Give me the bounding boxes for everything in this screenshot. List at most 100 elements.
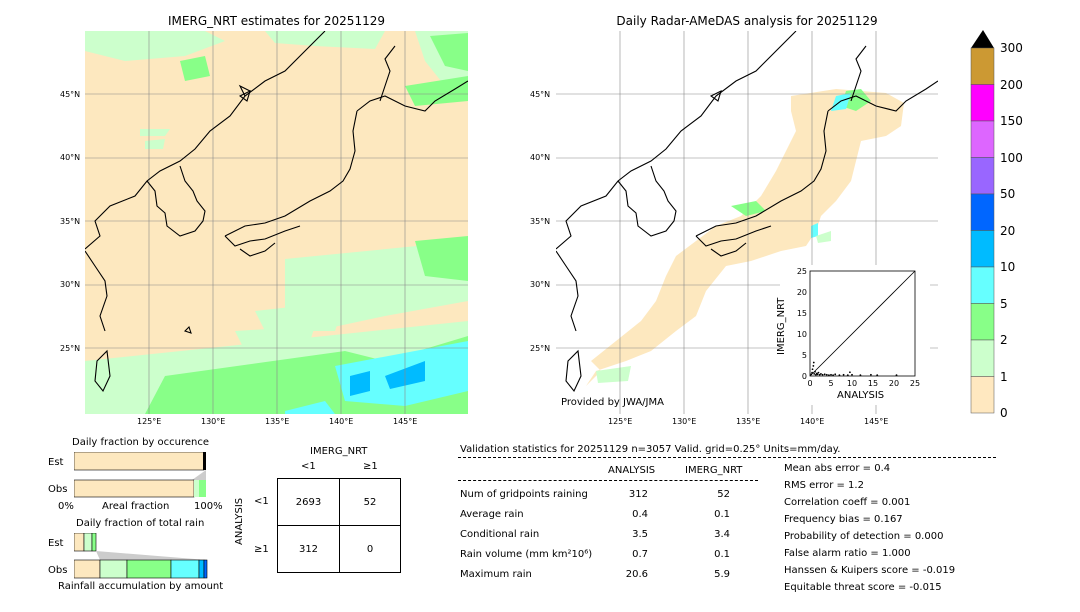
- contingency-hline: [278, 525, 400, 526]
- left-lat-label-30: 30°N: [60, 280, 81, 289]
- contingency-col-label-lt1: <1: [301, 461, 316, 472]
- colorbar-label: 50: [1000, 187, 1016, 201]
- validation-row-analysis: 312: [628, 489, 648, 500]
- validation-row-imerg: 3.4: [714, 529, 730, 540]
- colorbar-label: 150: [1000, 114, 1023, 128]
- occurrence-obs-green: [199, 480, 206, 497]
- occurrence-row-est: Est: [48, 457, 64, 468]
- score-correlation: Correlation coeff = 0.001: [784, 497, 911, 508]
- validation-table-rule: [458, 480, 758, 481]
- right-lat-label-40: 40°N: [530, 153, 551, 162]
- validation-row-label: Conditional rain: [460, 529, 540, 540]
- colorbar-label: 1: [1000, 369, 1008, 384]
- right-map-credit: Provided by JWA/JMA: [561, 397, 664, 408]
- total-rain-bars: [74, 533, 208, 579]
- total-rain-row-obs: Obs: [48, 565, 68, 576]
- left-lon-label-125: 125°E: [137, 417, 162, 426]
- occurrence-obs-light: [194, 480, 199, 497]
- scatter-x-tick-label: 10: [847, 379, 857, 388]
- scatter-point: [832, 374, 834, 377]
- colorbar-swatch: [970, 339, 995, 377]
- colorbar-swatch: [970, 193, 995, 231]
- scatter-point: [895, 374, 898, 377]
- scatter-ylabel: IMERG_NRT: [776, 297, 787, 355]
- total-rain-obs-seg2: [99, 559, 128, 579]
- colorbar: [970, 30, 995, 414]
- left-map: [85, 31, 468, 414]
- left-lat-label-45: 45°N: [60, 90, 81, 99]
- scatter-point: [870, 373, 872, 376]
- scatter-y-tick-label: 5: [802, 351, 807, 360]
- left-lon-label-130: 130°E: [201, 417, 226, 426]
- colorbar-label: 10: [1000, 260, 1016, 274]
- scatter-x-tick-label: 20: [889, 379, 899, 388]
- validation-row-label: Maximum rain: [460, 569, 532, 580]
- occurrence-axis-right: 100%: [194, 501, 223, 512]
- colorbar-swatch: [970, 266, 995, 304]
- total-rain-est-seg3: [91, 533, 97, 552]
- scatter-point: [816, 373, 819, 376]
- validation-header: Validation statistics for 20251129 n=305…: [460, 444, 841, 455]
- contingency-table: 2693 52 312 0: [277, 478, 401, 573]
- occurrence-row-obs: Obs: [48, 484, 68, 495]
- scatter-diagonal: [809, 270, 916, 377]
- scatter-x-tick-label: 5: [828, 379, 833, 388]
- contingency-row-title: ANALYSIS: [234, 497, 245, 545]
- scatter-point: [825, 373, 828, 376]
- validation-row-label: Num of gridpoints raining: [460, 489, 588, 500]
- scatter-point: [842, 373, 845, 376]
- colorbar-label: 20: [1000, 223, 1016, 238]
- colorbar-swatch: [970, 157, 995, 195]
- colorbar-swatch: [970, 376, 995, 414]
- total-rain-est-seg2: [83, 533, 93, 552]
- left-lon-label-140: 140°E: [329, 417, 354, 426]
- scatter-point: [838, 374, 841, 377]
- scatter-ticks: 00 5 5 10 10 15 15 20 20 25 25: [797, 267, 920, 388]
- total-rain-connector: [96, 551, 207, 560]
- colorbar-label: 100: [1000, 150, 1023, 165]
- total-rain-obs-seg4: [170, 559, 200, 579]
- scatter-point: [812, 361, 815, 364]
- total-rain-obs-seg1: [74, 559, 101, 579]
- score-far: False alarm ratio = 1.000: [784, 548, 911, 559]
- contingency-row-label-ge1: ≥1: [254, 544, 269, 555]
- colorbar-extend-arrow: [971, 30, 994, 48]
- scatter-points: [810, 361, 898, 377]
- right-lat-label-35: 35°N: [530, 217, 551, 226]
- occurrence-axis-left: 0%: [58, 501, 74, 512]
- scatter-point: [812, 365, 815, 367]
- contingency-cell-misses: 312: [298, 544, 319, 555]
- left-lon-label-135: 135°E: [265, 417, 290, 426]
- right-lon-label-135: 135°E: [736, 417, 761, 426]
- scatter-point: [814, 370, 816, 373]
- right-lat-label-25: 25°N: [530, 344, 551, 353]
- left-map-rain-patches: [85, 31, 468, 414]
- total-rain-obs-seg3: [126, 559, 172, 579]
- right-lat-label-45: 45°N: [530, 90, 551, 99]
- validation-row-analysis: 0.4: [632, 509, 648, 520]
- total-rain-title: Daily fraction of total rain: [76, 518, 205, 529]
- right-lon-label-140: 140°E: [800, 417, 825, 426]
- score-mean-abs-error: Mean abs error = 0.4: [784, 463, 891, 474]
- scatter-point: [820, 373, 822, 375]
- left-map-coastlines: [85, 31, 468, 393]
- right-lon-label-125: 125°E: [608, 417, 633, 426]
- validation-row-analysis: 20.6: [625, 569, 648, 580]
- right-map-title: Daily Radar-AMeDAS analysis for 20251129: [616, 14, 878, 28]
- scatter-point: [811, 368, 814, 371]
- colorbar-label: 2: [1000, 333, 1008, 347]
- contingency-cell-false-alarms: 52: [363, 497, 377, 508]
- scatter-point: [821, 373, 824, 376]
- validation-row-label: Rain volume (mm km²10⁶): [460, 549, 593, 560]
- validation-header-rule: [458, 457, 996, 458]
- validation-col-analysis: ANALYSIS: [608, 465, 656, 476]
- occurrence-connector: [192, 470, 206, 480]
- scatter-y-tick-label: 25: [797, 267, 807, 276]
- scatter-point: [811, 371, 813, 374]
- scatter-point: [849, 371, 851, 374]
- occurrence-title: Daily fraction by occurence: [72, 437, 210, 448]
- scatter-xlabel: ANALYSIS: [837, 390, 885, 401]
- total-rain-obs-seg5: [198, 559, 205, 579]
- scatter-point: [813, 373, 816, 375]
- contingency-cell-hits-none: 2693: [295, 497, 322, 508]
